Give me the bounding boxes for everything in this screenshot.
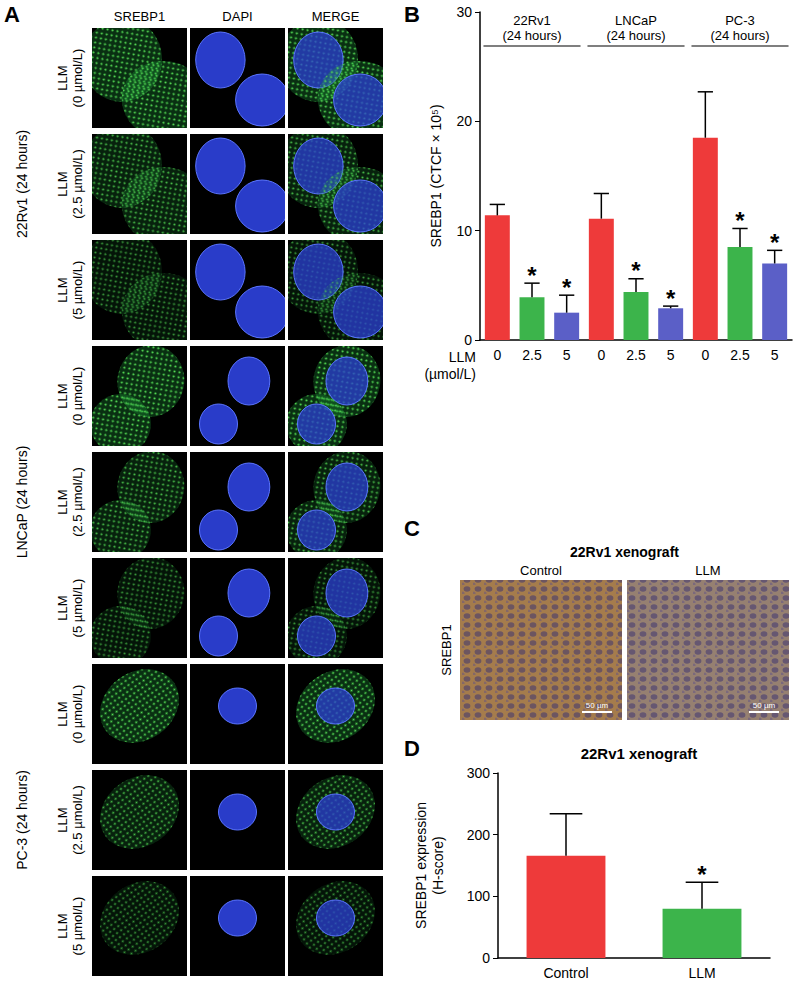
svg-text:2.5: 2.5 <box>522 347 542 363</box>
svg-text:(24 hours): (24 hours) <box>502 28 561 43</box>
svg-text:10: 10 <box>456 223 472 239</box>
svg-text:LLM(0 µmol/L): LLM(0 µmol/L) <box>55 367 85 426</box>
svg-text:B: B <box>404 2 420 27</box>
svg-text:(µmol/L): (µmol/L) <box>424 366 476 382</box>
svg-text:50 µm: 50 µm <box>753 701 776 710</box>
svg-text:200: 200 <box>467 827 491 843</box>
svg-text:LLM(0 µmol/L): LLM(0 µmol/L) <box>55 49 85 108</box>
svg-text:5: 5 <box>563 347 571 363</box>
svg-text:SREBP1 (CTCF × 10⁵): SREBP1 (CTCF × 10⁵) <box>428 104 444 247</box>
svg-text:PC-3 (24 hours): PC-3 (24 hours) <box>14 770 30 870</box>
svg-text:SREBP1: SREBP1 <box>439 624 454 675</box>
svg-text:*: * <box>770 229 780 256</box>
svg-text:SREBP1 expression: SREBP1 expression <box>413 802 429 929</box>
svg-text:LLM: LLM <box>688 965 715 981</box>
svg-text:0: 0 <box>482 950 490 966</box>
svg-text:LNCaP (24 hours): LNCaP (24 hours) <box>14 446 30 559</box>
svg-text:50 µm: 50 µm <box>586 701 609 710</box>
svg-text:LLM(2.5 µmol/L): LLM(2.5 µmol/L) <box>55 467 85 537</box>
svg-text:LLM(2.5 µmol/L): LLM(2.5 µmol/L) <box>55 785 85 855</box>
svg-text:C: C <box>404 516 420 541</box>
svg-text:*: * <box>735 207 745 234</box>
svg-text:22Rv1 xenograft: 22Rv1 xenograft <box>581 745 698 762</box>
svg-text:2.5: 2.5 <box>626 347 646 363</box>
svg-text:0: 0 <box>597 347 605 363</box>
svg-text:LLM(0 µmol/L): LLM(0 µmol/L) <box>55 685 85 744</box>
svg-text:Control: Control <box>543 965 588 981</box>
svg-text:(24 hours): (24 hours) <box>710 28 769 43</box>
svg-text:5: 5 <box>771 347 779 363</box>
svg-text:A: A <box>4 2 20 27</box>
svg-text:0: 0 <box>493 347 501 363</box>
svg-text:LLM: LLM <box>695 563 720 578</box>
svg-text:LLM(5 µmol/L): LLM(5 µmol/L) <box>55 897 85 956</box>
svg-text:PC-3: PC-3 <box>725 13 755 28</box>
svg-text:(H-score): (H-score) <box>430 836 446 894</box>
svg-text:30: 30 <box>456 4 472 20</box>
svg-text:22Rv1 (24 hours): 22Rv1 (24 hours) <box>14 130 30 238</box>
svg-text:300: 300 <box>467 765 491 781</box>
svg-text:*: * <box>562 274 572 301</box>
svg-text:LLM(5 µmol/L): LLM(5 µmol/L) <box>55 261 85 320</box>
svg-text:DAPI: DAPI <box>222 9 252 24</box>
svg-text:0: 0 <box>464 332 472 348</box>
svg-text:22Rv1 xenograft: 22Rv1 xenograft <box>570 544 679 560</box>
svg-text:MERGE: MERGE <box>312 9 360 24</box>
svg-text:20: 20 <box>456 113 472 129</box>
svg-text:LLM: LLM <box>449 349 476 365</box>
svg-text:(24 hours): (24 hours) <box>606 28 665 43</box>
svg-text:5: 5 <box>667 347 675 363</box>
svg-text:LLM(5 µmol/L): LLM(5 µmol/L) <box>55 579 85 638</box>
svg-text:LNCaP: LNCaP <box>615 13 657 28</box>
svg-text:*: * <box>666 285 676 312</box>
svg-text:2.5: 2.5 <box>730 347 750 363</box>
svg-text:0: 0 <box>701 347 709 363</box>
svg-text:*: * <box>697 861 707 888</box>
svg-text:SREBP1: SREBP1 <box>114 9 165 24</box>
svg-text:100: 100 <box>467 888 491 904</box>
svg-text:Control: Control <box>520 563 562 578</box>
svg-text:*: * <box>631 257 641 284</box>
svg-text:D: D <box>404 736 420 761</box>
svg-text:*: * <box>527 262 537 289</box>
svg-text:22Rv1: 22Rv1 <box>513 13 551 28</box>
svg-text:LLM(2.5 µmol/L): LLM(2.5 µmol/L) <box>55 149 85 219</box>
